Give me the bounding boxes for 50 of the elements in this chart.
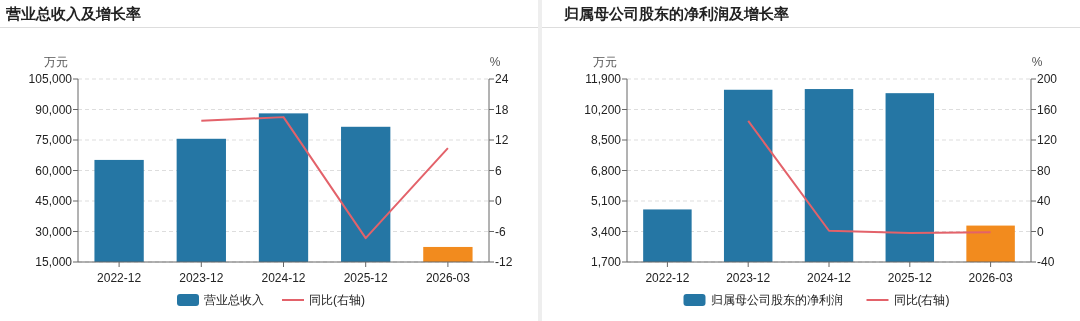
legend-label: 营业总收入 bbox=[204, 293, 264, 308]
y-tick-label: 10,200 bbox=[584, 102, 622, 117]
y-tick-label: 8,500 bbox=[590, 133, 622, 148]
y-tick-label: 105,000 bbox=[28, 72, 73, 87]
y2-tick-label: 12 bbox=[495, 133, 509, 148]
x-tick-label: 2026-03 bbox=[425, 271, 471, 285]
y-axis-title: 万元 bbox=[44, 55, 68, 69]
legend-label: 归属母公司股东的净利润 bbox=[710, 293, 843, 308]
y2-tick-label: 200 bbox=[1037, 72, 1058, 87]
y-axis-title: 万元 bbox=[593, 55, 617, 69]
y-tick-label: 45,000 bbox=[35, 194, 73, 209]
x-tick-label: 2023-12 bbox=[726, 271, 771, 285]
y2-tick-label: -6 bbox=[495, 224, 506, 239]
y-tick-label: 5,100 bbox=[590, 194, 622, 209]
y-tick-label: 1,700 bbox=[590, 255, 622, 270]
y2-tick-label: 120 bbox=[1037, 133, 1058, 148]
y2-tick-label: 18 bbox=[495, 102, 509, 117]
x-tick-label: 2025-12 bbox=[887, 271, 933, 285]
y2-tick-label: -12 bbox=[495, 255, 513, 270]
x-tick-label: 2025-12 bbox=[343, 271, 389, 285]
x-tick-label: 2022-12 bbox=[645, 271, 690, 285]
x-tick-label: 2026-03 bbox=[968, 271, 1013, 285]
x-tick-label: 2022-12 bbox=[97, 271, 142, 285]
y-tick-label: 3,400 bbox=[590, 224, 622, 239]
y2-axis-title: % bbox=[489, 55, 501, 69]
y2-tick-label: 24 bbox=[495, 72, 509, 87]
y-tick-label: 11,900 bbox=[585, 72, 622, 87]
line-series bbox=[200, 116, 449, 240]
y-tick-label: 75,000 bbox=[35, 133, 73, 148]
y-tick-label: 6,800 bbox=[590, 163, 622, 178]
y-tick-label: 30,000 bbox=[35, 224, 73, 239]
y2-tick-label: 0 bbox=[1037, 224, 1044, 239]
line-series bbox=[747, 119, 992, 235]
x-tick-label: 2024-12 bbox=[261, 271, 306, 285]
legend-label: 同比(右轴) bbox=[309, 293, 365, 308]
y2-tick-label: 80 bbox=[1037, 163, 1051, 178]
y-tick-label: 15,000 bbox=[35, 255, 73, 270]
y2-axis-title: % bbox=[1031, 55, 1043, 69]
chart-title: 营业总收入及增长率 bbox=[5, 5, 141, 22]
y-tick-label: 60,000 bbox=[35, 163, 73, 178]
legend-label: 同比(右轴) bbox=[893, 293, 950, 308]
y2-tick-label: -40 bbox=[1037, 255, 1055, 270]
y2-tick-label: 40 bbox=[1037, 194, 1051, 209]
y2-tick-label: 0 bbox=[495, 194, 502, 209]
chart-title: 归属母公司股东的净利润及增长率 bbox=[563, 5, 789, 22]
y2-tick-label: 6 bbox=[495, 163, 502, 178]
y2-tick-label: 160 bbox=[1037, 102, 1058, 117]
x-tick-label: 2024-12 bbox=[806, 271, 852, 285]
x-tick-label: 2023-12 bbox=[179, 271, 224, 285]
y-tick-label: 90,000 bbox=[35, 102, 73, 117]
